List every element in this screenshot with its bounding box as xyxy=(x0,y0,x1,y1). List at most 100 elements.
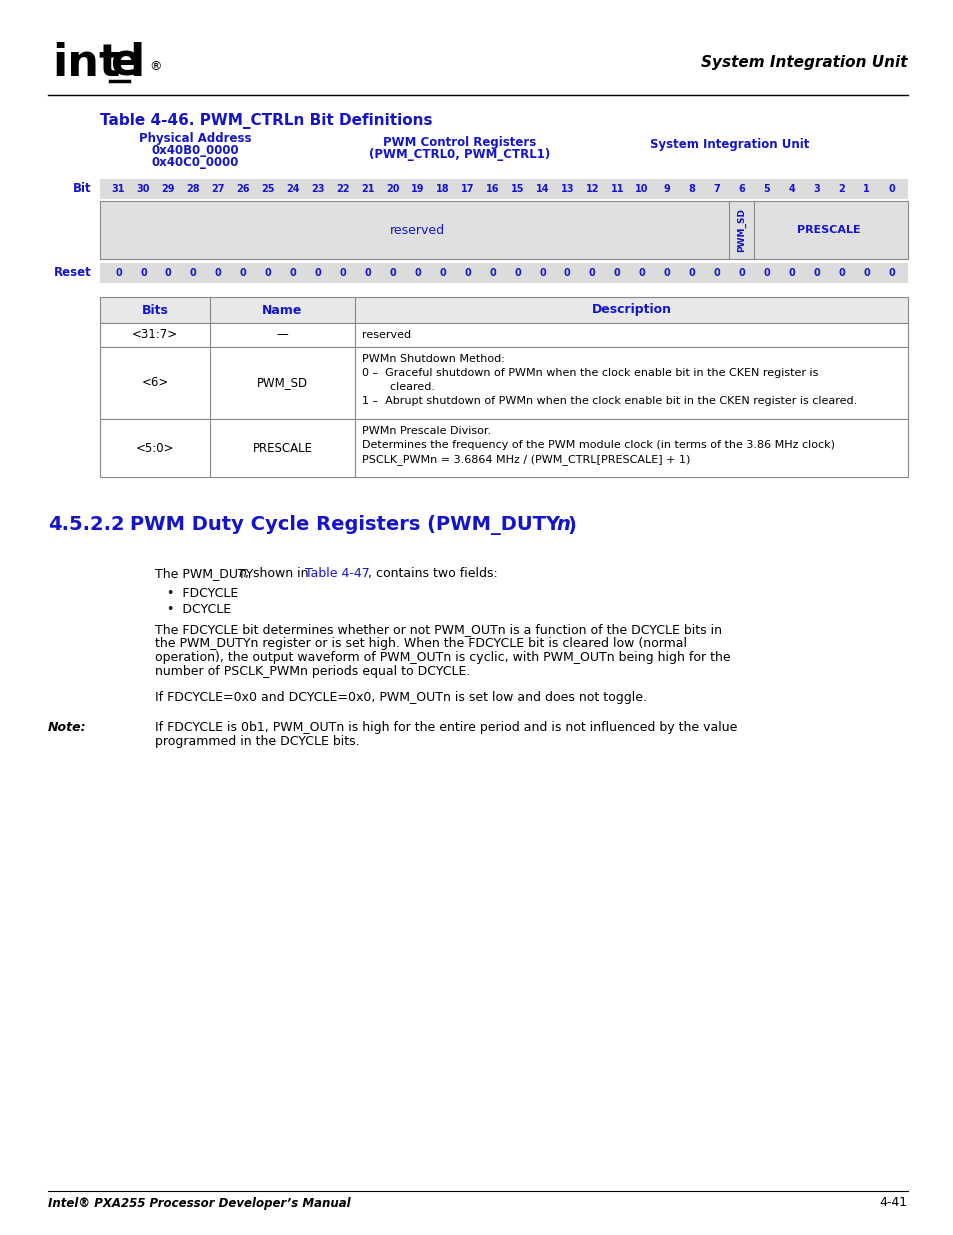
Text: 24: 24 xyxy=(286,184,299,194)
Text: 2: 2 xyxy=(838,184,844,194)
Text: 0: 0 xyxy=(389,268,395,278)
Text: 0: 0 xyxy=(787,268,794,278)
Text: Physical Address: Physical Address xyxy=(138,132,251,144)
Text: cleared.: cleared. xyxy=(361,382,435,391)
Text: 20: 20 xyxy=(386,184,399,194)
Text: 0: 0 xyxy=(165,268,172,278)
Text: 1 –  Abrupt shutdown of PWMn when the clock enable bit in the CKEN register is c: 1 – Abrupt shutdown of PWMn when the clo… xyxy=(361,396,857,406)
Text: 0: 0 xyxy=(538,268,545,278)
Text: Table 4-46. PWM_CTRLn Bit Definitions: Table 4-46. PWM_CTRLn Bit Definitions xyxy=(100,112,432,128)
Text: 23: 23 xyxy=(311,184,324,194)
Text: 4.5.2.2: 4.5.2.2 xyxy=(48,515,125,535)
Text: 25: 25 xyxy=(261,184,274,194)
Text: 19: 19 xyxy=(411,184,424,194)
Text: Bits: Bits xyxy=(141,304,169,316)
Text: e: e xyxy=(110,42,140,84)
Text: 8: 8 xyxy=(688,184,695,194)
Text: 9: 9 xyxy=(663,184,670,194)
Text: 3: 3 xyxy=(813,184,820,194)
Text: 31: 31 xyxy=(112,184,125,194)
Text: System Integration Unit: System Integration Unit xyxy=(650,138,809,151)
Text: 0: 0 xyxy=(214,268,221,278)
Text: 27: 27 xyxy=(212,184,225,194)
Text: PRESCALE: PRESCALE xyxy=(253,441,313,454)
Text: reserved: reserved xyxy=(390,224,445,236)
Text: PWM_SD: PWM_SD xyxy=(737,207,745,252)
Text: PWM Control Registers: PWM Control Registers xyxy=(383,136,536,149)
Text: , contains two fields:: , contains two fields: xyxy=(368,567,497,580)
Text: 5: 5 xyxy=(762,184,769,194)
Text: 17: 17 xyxy=(460,184,474,194)
Text: 0: 0 xyxy=(887,184,894,194)
Text: 0x40C0_0000: 0x40C0_0000 xyxy=(152,156,238,169)
Text: 4: 4 xyxy=(787,184,794,194)
Text: 29: 29 xyxy=(161,184,175,194)
Text: <6>: <6> xyxy=(141,377,169,389)
Text: 0: 0 xyxy=(414,268,420,278)
Text: 0: 0 xyxy=(813,268,820,278)
Text: 16: 16 xyxy=(485,184,498,194)
Bar xyxy=(100,347,907,419)
Text: 0: 0 xyxy=(140,268,147,278)
Text: If FDCYCLE is 0b1, PWM_OUTn is high for the entire period and is not influenced : If FDCYCLE is 0b1, PWM_OUTn is high for … xyxy=(154,721,737,734)
Text: 21: 21 xyxy=(361,184,375,194)
Text: 0: 0 xyxy=(339,268,346,278)
Text: number of PSCLK_PWMn periods equal to DCYCLE.: number of PSCLK_PWMn periods equal to DC… xyxy=(154,664,470,678)
Text: —: — xyxy=(276,329,288,342)
Text: 10: 10 xyxy=(635,184,648,194)
Text: Intel® PXA255 Processor Developer’s Manual: Intel® PXA255 Processor Developer’s Manu… xyxy=(48,1197,351,1209)
Text: 0: 0 xyxy=(438,268,446,278)
Text: The PWM_DUTY: The PWM_DUTY xyxy=(154,567,253,580)
Text: programmed in the DCYCLE bits.: programmed in the DCYCLE bits. xyxy=(154,735,359,748)
Text: 0: 0 xyxy=(563,268,570,278)
Text: 0: 0 xyxy=(663,268,670,278)
Text: 22: 22 xyxy=(335,184,350,194)
Text: 0: 0 xyxy=(738,268,744,278)
Text: 14: 14 xyxy=(535,184,549,194)
Text: int: int xyxy=(52,42,120,84)
Text: PWMn Shutdown Method:: PWMn Shutdown Method: xyxy=(361,354,504,364)
Text: 13: 13 xyxy=(560,184,574,194)
Text: 28: 28 xyxy=(186,184,200,194)
Text: operation), the output waveform of PWM_OUTn is cyclic, with PWM_OUTn being high : operation), the output waveform of PWM_O… xyxy=(154,651,730,664)
Text: , shown in: , shown in xyxy=(245,567,313,580)
Text: PWMn Prescale Divisor.: PWMn Prescale Divisor. xyxy=(361,426,491,436)
Text: 0: 0 xyxy=(489,268,496,278)
Bar xyxy=(100,201,907,259)
Text: 0: 0 xyxy=(762,268,769,278)
Text: (PWM_CTRL0, PWM_CTRL1): (PWM_CTRL0, PWM_CTRL1) xyxy=(369,148,550,161)
Text: 0: 0 xyxy=(290,268,296,278)
Text: Reset: Reset xyxy=(54,267,91,279)
Text: 0: 0 xyxy=(239,268,246,278)
Text: PWM_SD: PWM_SD xyxy=(256,377,308,389)
Text: 30: 30 xyxy=(136,184,150,194)
Text: 0: 0 xyxy=(887,268,894,278)
Text: 0: 0 xyxy=(464,268,471,278)
Text: Table 4-47: Table 4-47 xyxy=(305,567,370,580)
Text: 15: 15 xyxy=(510,184,523,194)
Text: 0: 0 xyxy=(688,268,695,278)
Text: ®: ® xyxy=(149,61,161,74)
Text: 0: 0 xyxy=(314,268,321,278)
Text: 0: 0 xyxy=(713,268,720,278)
Text: •  DCYCLE: • DCYCLE xyxy=(167,603,231,616)
Text: 0: 0 xyxy=(862,268,869,278)
Text: 0: 0 xyxy=(264,268,272,278)
Text: reserved: reserved xyxy=(361,330,411,340)
Text: The FDCYCLE bit determines whether or not PWM_OUTn is a function of the DCYCLE b: The FDCYCLE bit determines whether or no… xyxy=(154,622,721,636)
Text: 0x40B0_0000: 0x40B0_0000 xyxy=(151,144,238,157)
Text: PSCLK_PWMn = 3.6864 MHz / (PWM_CTRL[PRESCALE] + 1): PSCLK_PWMn = 3.6864 MHz / (PWM_CTRL[PRES… xyxy=(361,454,690,464)
Text: •  FDCYCLE: • FDCYCLE xyxy=(167,587,238,600)
Text: System Integration Unit: System Integration Unit xyxy=(700,56,907,70)
Text: n: n xyxy=(239,567,247,580)
Text: Bit: Bit xyxy=(73,183,91,195)
Text: <5:0>: <5:0> xyxy=(135,441,174,454)
Text: 0: 0 xyxy=(364,268,371,278)
Text: 0: 0 xyxy=(190,268,196,278)
Bar xyxy=(100,324,907,347)
Text: the PWM_DUTYn register or is set high. When the FDCYCLE bit is cleared low (norm: the PWM_DUTYn register or is set high. W… xyxy=(154,637,686,650)
Text: 11: 11 xyxy=(610,184,623,194)
Text: 12: 12 xyxy=(585,184,598,194)
Text: 0: 0 xyxy=(514,268,520,278)
Bar xyxy=(100,179,907,199)
